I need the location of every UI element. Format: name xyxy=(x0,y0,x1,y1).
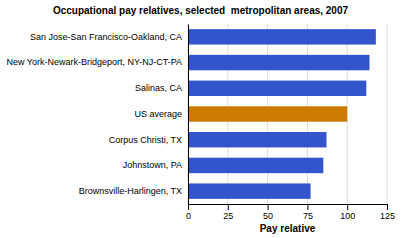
y-tick: San Jose-San Francisco-Oakland, CA xyxy=(30,32,182,42)
y-tick: Brownsville-Harlingen, TX xyxy=(79,186,182,196)
x-tick-label: 75 xyxy=(303,211,313,221)
x-tick: 75 xyxy=(303,204,313,221)
y-tick: Salinas, CA xyxy=(135,83,182,93)
y-tick-label: Salinas, CA xyxy=(135,83,182,93)
y-tick-label: US average xyxy=(134,109,182,119)
y-tick-label: Brownsville-Harlingen, TX xyxy=(79,186,182,196)
y-axis: San Jose-San Francisco-Oakland, CA New Yo… xyxy=(6,25,188,205)
chart-container: Occupational pay relatives, selected met… xyxy=(0,0,401,238)
x-tick-label: 50 xyxy=(263,211,273,221)
grid-line xyxy=(188,24,189,204)
chart-svg: Occupational pay relatives, selected met… xyxy=(0,0,401,238)
x-tick: 125 xyxy=(380,204,395,221)
x-tick-mark xyxy=(347,204,348,210)
x-axis: 0 25 50 75 100 125 xyxy=(186,204,395,221)
y-tick-label: New York-Newark-Bridgeport, NY-NJ-CT-PA xyxy=(6,57,182,67)
x-tick: 50 xyxy=(263,204,273,221)
y-tick-label: Johnstown, PA xyxy=(123,160,182,170)
x-tick-mark xyxy=(268,204,269,210)
x-tick-label: 0 xyxy=(186,211,191,221)
bar xyxy=(188,81,366,96)
bar xyxy=(188,55,369,70)
bar xyxy=(188,132,327,147)
y-tick-label: San Jose-San Francisco-Oakland, CA xyxy=(30,32,182,42)
x-axis-line xyxy=(189,205,388,211)
y-tick: Johnstown, PA xyxy=(123,160,182,170)
x-tick: 25 xyxy=(223,204,233,221)
x-tick-label: 125 xyxy=(380,211,395,221)
y-tick: US average xyxy=(134,109,182,119)
x-tick-mark xyxy=(307,204,308,210)
bars xyxy=(188,29,376,199)
bar xyxy=(188,106,347,121)
x-tick-mark xyxy=(188,204,189,210)
bar xyxy=(188,158,323,173)
y-tick: New York-Newark-Bridgeport, NY-NJ-CT-PA xyxy=(6,57,182,67)
x-axis-title: Pay relative xyxy=(260,223,316,234)
x-tick-label: 100 xyxy=(340,211,355,221)
x-tick-label: 25 xyxy=(223,211,233,221)
y-tick: Corpus Christi, TX xyxy=(109,135,182,145)
plot: 0 25 50 75 100 125 San Jose-San Francisco-Oakl… xyxy=(6,24,395,221)
y-axis-line xyxy=(188,25,189,205)
bar xyxy=(188,183,311,198)
x-tick-mark xyxy=(387,204,388,210)
grid xyxy=(188,24,387,204)
x-tick: 0 xyxy=(186,204,191,221)
bar xyxy=(188,29,376,44)
grid-line xyxy=(387,24,388,204)
x-tick: 100 xyxy=(340,204,355,221)
title: Occupational pay relatives, selected met… xyxy=(53,5,349,16)
y-tick-label: Corpus Christi, TX xyxy=(109,135,182,145)
x-tick-mark xyxy=(228,204,229,210)
